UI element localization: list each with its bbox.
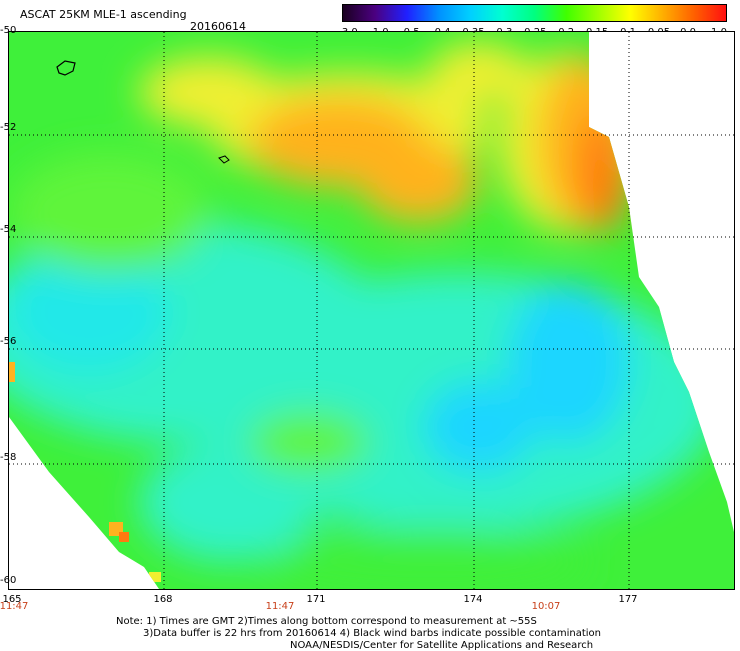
longitude-label: 168 bbox=[153, 594, 173, 605]
time-label: 11:47 bbox=[0, 601, 29, 612]
latitude-label: -58 bbox=[0, 452, 17, 463]
note-line-1: Note: 1) Times are GMT 2)Times along bot… bbox=[116, 616, 537, 627]
map-title: ASCAT 25KM MLE-1 ascending bbox=[20, 8, 187, 21]
map-date: 20160614 bbox=[190, 20, 246, 33]
note-line-3: NOAA/NESDIS/Center for Satellite Applica… bbox=[290, 640, 594, 651]
time-label: 10:07 bbox=[531, 601, 561, 612]
longitude-label: 177 bbox=[618, 594, 638, 605]
latitude-label: -52 bbox=[0, 122, 17, 133]
latitude-label: -50 bbox=[0, 25, 17, 36]
longitude-label: 174 bbox=[463, 594, 483, 605]
latitude-label: -54 bbox=[0, 224, 17, 235]
longitude-label: 171 bbox=[306, 594, 326, 605]
latitude-label: -56 bbox=[0, 336, 17, 347]
latitude-label: -60 bbox=[0, 575, 17, 586]
island-outline bbox=[56, 60, 76, 76]
longitude-label: 165 bbox=[2, 594, 22, 605]
map-canvas bbox=[9, 32, 734, 589]
colorbar bbox=[342, 4, 727, 22]
wind-map[interactable] bbox=[8, 31, 735, 590]
note-line-2: 3)Data buffer is 22 hrs from 20160614 4)… bbox=[143, 628, 601, 639]
time-label: 11:47 bbox=[265, 601, 295, 612]
island-outline-small bbox=[218, 155, 230, 164]
